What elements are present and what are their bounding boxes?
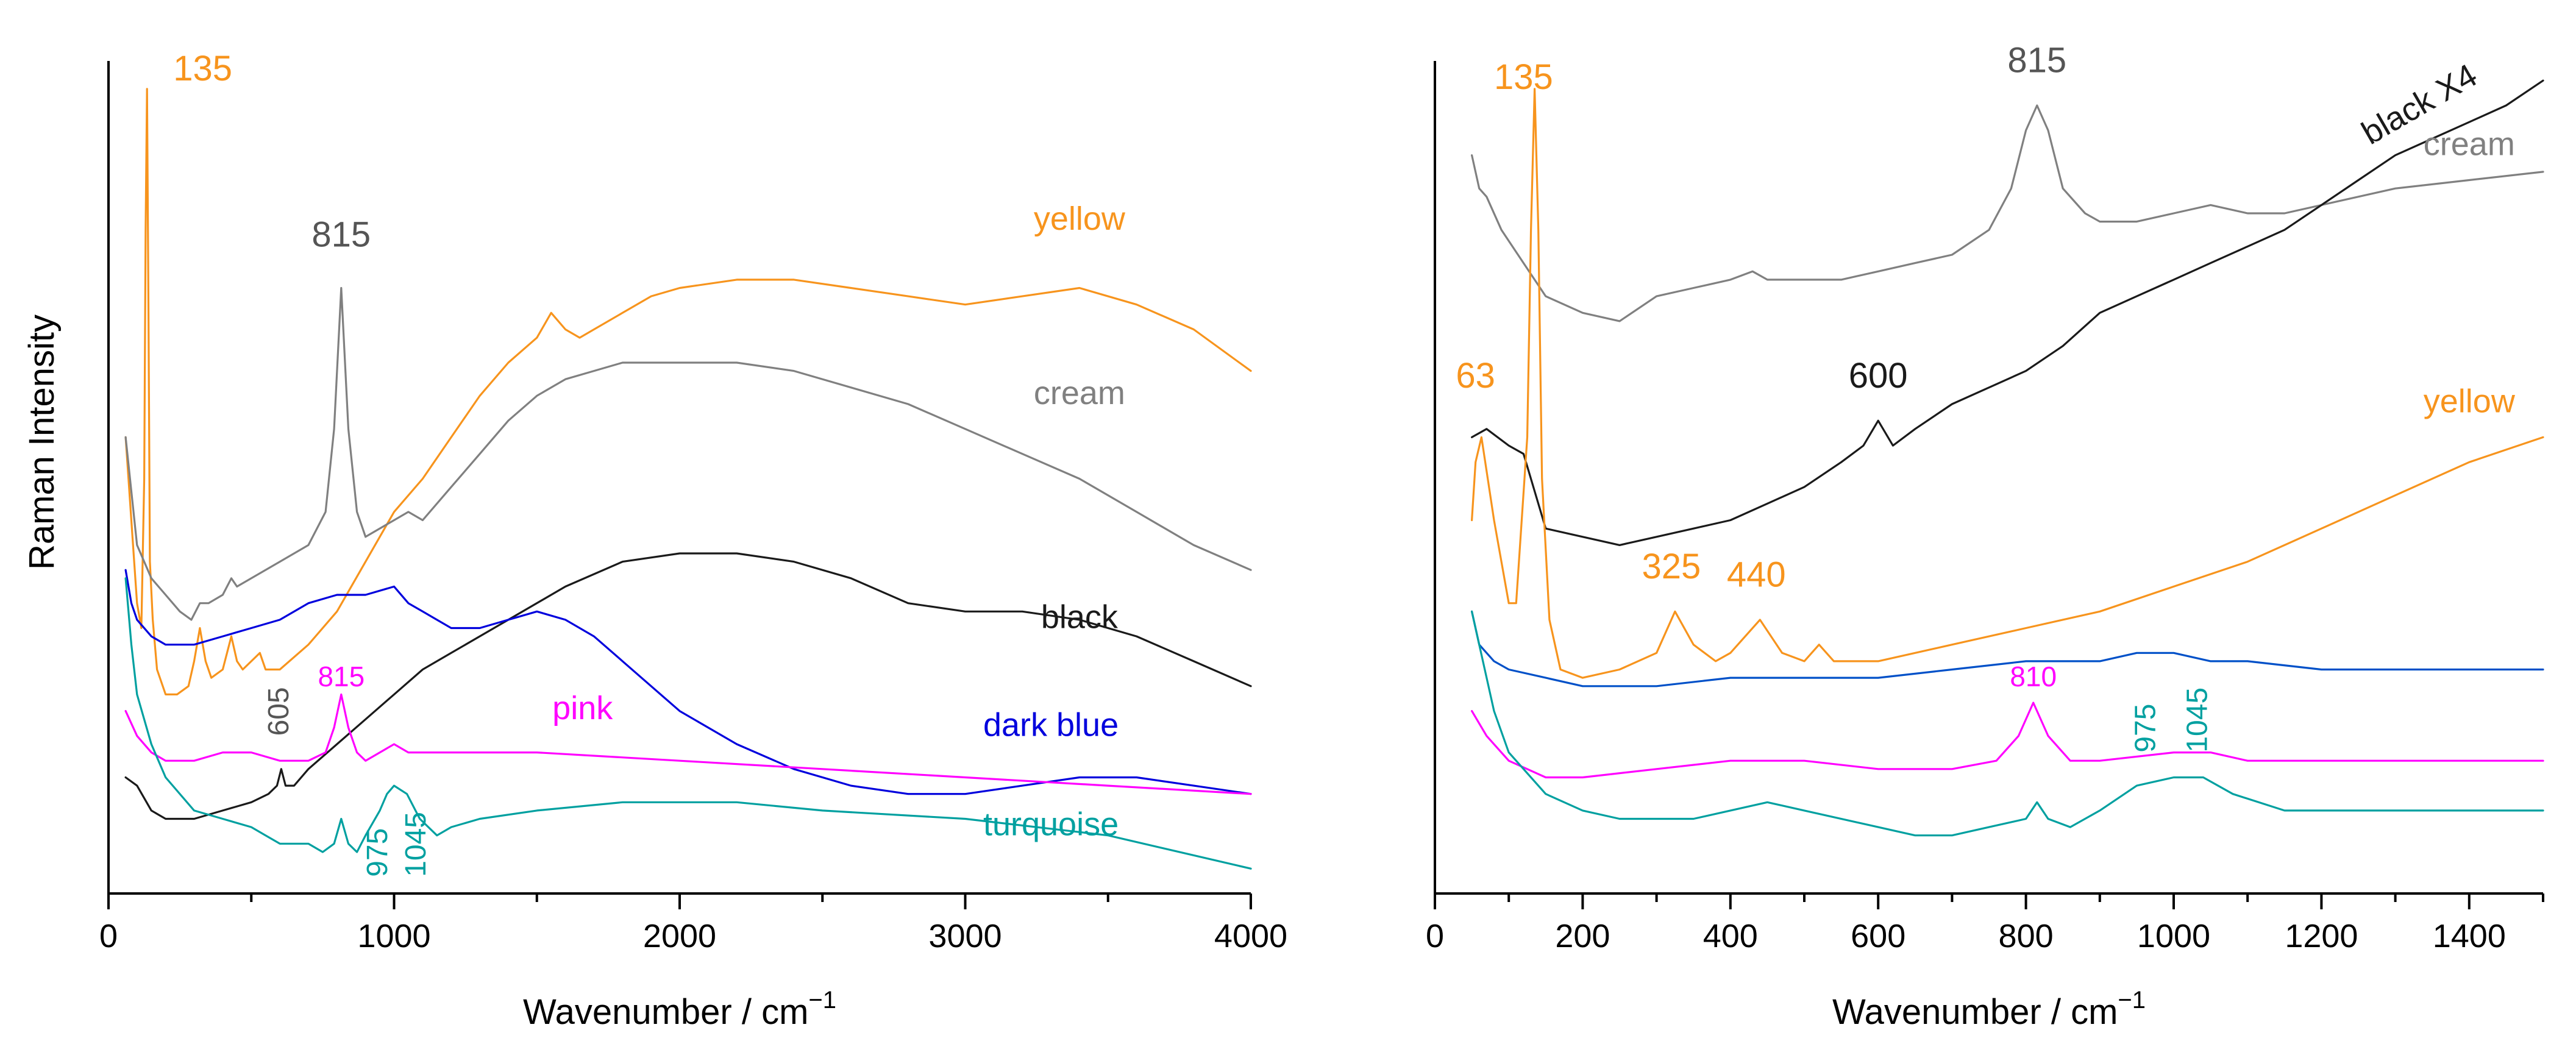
chart-right-peak-label-810: 810 [2010, 661, 2057, 692]
chart-left-series-turquoise [124, 577, 1252, 870]
chart-right-x-axis-label: Wavenumber / cm−1 [1832, 987, 2146, 1032]
chart-right-peak-label-135: 135 [1494, 57, 1553, 97]
chart-left-peak-label-605: 605 [263, 687, 295, 736]
left-spectra-panel: 0 1000 2000 3000 4000 Wavenumber / cm−1 Raman … [22, 49, 1287, 1032]
chart-left-peak-label-975: 975 [361, 828, 394, 877]
chart-left-series-black [124, 552, 1252, 820]
chart-left-series-yellow [124, 88, 1252, 696]
chart-right-x-tick-label: 0 [1426, 918, 1444, 954]
chart-right-series-dark-blue [1471, 610, 2544, 687]
chart-left-x-tick-label: 0 [99, 918, 118, 954]
chart-left-label-pink: pink [552, 690, 613, 726]
chart-right-x-tick-label: 200 [1555, 918, 1610, 954]
chart-right-peak-label-440: 440 [1727, 555, 1786, 594]
chart-left-label-yellow: yellow [1034, 201, 1126, 237]
chart-left-label-black: black [1041, 599, 1119, 635]
chart-right-x-tick-label: 1400 [2433, 918, 2506, 954]
chart-right-x-tick-label: 1000 [2137, 918, 2210, 954]
chart-left-series-dark-blue [124, 569, 1252, 795]
chart-right-series-pink [1471, 702, 2544, 779]
chart-left-x-axis-label-superscript: −1 [808, 987, 836, 1014]
chart-right-label-cream: cream [2424, 126, 2515, 163]
chart-left-peak-label-1045: 1045 [400, 812, 432, 877]
chart-left-y-axis-label: Raman Intensity [22, 314, 62, 570]
chart-left-label-turquoise: turquoise [983, 806, 1119, 843]
chart-right-peak-label-63: 63 [1456, 356, 1495, 396]
chart-left-x-tick-label: 3000 [928, 918, 1002, 954]
chart-right-peak-label-815: 815 [2007, 41, 2066, 80]
chart-right-peak-label-325: 325 [1642, 547, 1701, 586]
chart-right-series-yellow [1471, 88, 2544, 679]
chart-right-x-axis-label-main: Wavenumber / cm [1832, 992, 2118, 1032]
chart-left-peak-label-135: 135 [173, 49, 232, 88]
chart-left-series-cream [124, 286, 1252, 621]
chart-right-series-cream [1471, 104, 2544, 322]
chart-left-x-tick-label: 4000 [1214, 918, 1287, 954]
chart-right-x-tick-label: 600 [1851, 918, 1905, 954]
chart-right-peak-label-975: 975 [2130, 704, 2162, 753]
chart-right-series-turquoise [1471, 610, 2544, 837]
chart-right-x-tick-label: 400 [1703, 918, 1758, 954]
chart-right-peak-label-600: 600 [1849, 356, 1908, 396]
chart-left-label-cream: cream [1034, 375, 1125, 411]
chart-right-label-yellow: yellow [2424, 383, 2516, 420]
chart-left-label-dark-blue: dark blue [983, 706, 1119, 743]
chart-right-x-axis-label-superscript: −1 [2118, 987, 2146, 1014]
chart-left-x-axis-label-main: Wavenumber / cm [523, 992, 808, 1032]
chart-right-peak-label-1045: 1045 [2182, 687, 2214, 753]
chart-left-x-tick-label: 2000 [643, 918, 716, 954]
chart-left-x-tick-label: 1000 [357, 918, 430, 954]
chart-left-peak-label-815: 815 [318, 661, 365, 692]
chart-right-series-black-x4 [1471, 79, 2544, 547]
chart-left-x-axis-label: Wavenumber / cm−1 [523, 987, 836, 1032]
chart-left-series-pink [124, 693, 1252, 795]
chart-right-x-tick-label: 1200 [2285, 918, 2358, 954]
chart-right-x-tick-label: 800 [1999, 918, 2054, 954]
chart-left-peak-label-815: 815 [311, 215, 371, 254]
